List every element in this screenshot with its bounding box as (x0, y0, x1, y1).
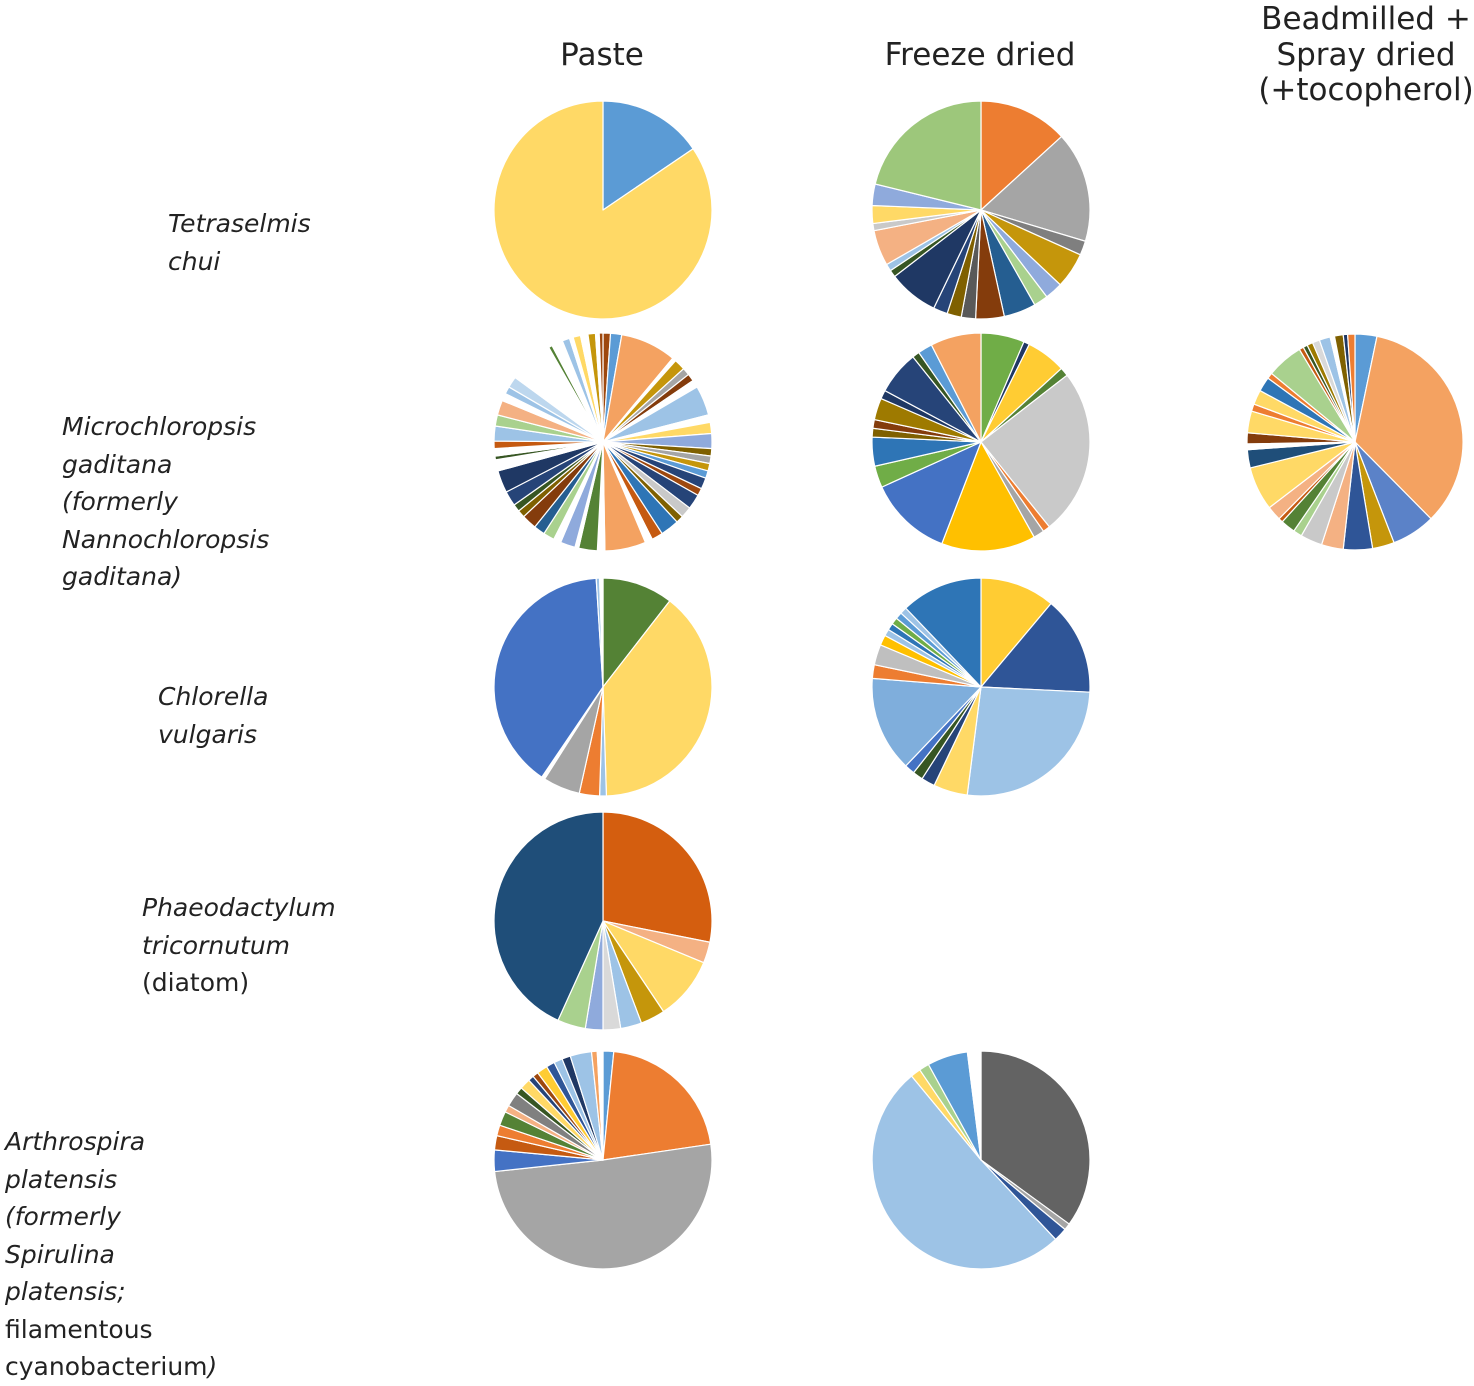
species-former-nannochloropsis: Nannochloropsis (62, 524, 270, 554)
pie-charts (493, 100, 1464, 1270)
pie-chlorella-vulgaris-freeze-dried-slice-2 (980, 602, 1091, 693)
column-header-spray-line-2: Spray dried (1276, 36, 1456, 73)
pie-phaeodactylum-tricornutum-paste-slice-9 (493, 811, 604, 1021)
pie-microchloropsis-gaditana-freeze-dried-slice-19 (930, 332, 982, 443)
species-former-prefix: (formerly (62, 487, 178, 516)
species-label-phaeodactylum: Phaeodactylum tricornutum (diatom) (142, 889, 336, 1002)
species-name-tricornutum: tricornutum (142, 930, 291, 960)
column-header-spray-line-3: (+tocopherol) (1258, 72, 1474, 109)
species-label-microchloropsis: Microchloropsis gaditana (formerly Nanno… (62, 408, 269, 596)
pie-arthrospira-platensis-freeze-dried-slice-1 (980, 1050, 1091, 1225)
pie-chlorella-vulgaris-freeze-dried-slice-3 (966, 686, 1091, 797)
pie-phaeodactylum-tricornutum-paste (493, 811, 713, 1031)
pie-microchloropsis-gaditana-paste-slice-64 (598, 332, 604, 443)
column-header-paste: Paste (560, 37, 644, 73)
species-name-microchloropsis: Microchloropsis gaditana (62, 412, 257, 479)
species-name-chlorella: Chlorella vulgaris (158, 682, 269, 749)
species-note-cyanobacterium: filamentous cyanobacterium (5, 1314, 208, 1382)
species-label-tetraselmis: Tetraselmis chui (168, 205, 311, 280)
species-former-prefix-2: (formerly (5, 1202, 121, 1231)
pie-chlorella-vulgaris-freeze-dried-slice-8 (871, 677, 982, 767)
pie-chlorella-vulgaris-paste-slice-2 (602, 600, 713, 797)
pie-tetraselmis-chui-paste-slice-2 (493, 100, 713, 320)
pie-chlorella-vulgaris-paste-slice-7 (493, 577, 604, 778)
pie-arthrospira-platensis-paste-slice-3 (494, 1143, 713, 1270)
pie-arthrospira-platensis-freeze-dried-slice-4 (871, 1075, 1057, 1270)
pie-microchloropsis-gaditana-freeze-dried-slice-9 (881, 441, 982, 545)
species-note-close-paren: ) (207, 1352, 218, 1381)
pie-chlorella-vulgaris-paste-slice-9 (598, 577, 604, 688)
pie-arthrospira-platensis-freeze-dried (871, 1050, 1091, 1270)
pie-microchloropsis-gaditana-freeze-dried-slice-8 (941, 441, 1035, 552)
pie-chlorella-vulgaris-paste-slice-1 (602, 577, 671, 688)
pie-phaeodactylum-tricornutum-paste-slice-1 (602, 811, 713, 943)
pie-tetraselmis-chui-paste-slice-1 (602, 100, 694, 211)
pie-microchloropsis-gaditana-beadmilled-spray-dried-tocopherol-slice-30 (1347, 333, 1356, 443)
pie-chlorella-vulgaris-paste (493, 577, 713, 797)
pie-chlorella-vulgaris-freeze-dried-slice-1 (980, 577, 1052, 688)
pie-arthrospira-platensis-paste-slice-2 (602, 1050, 712, 1161)
column-header-spray-line-1: Beadmilled + (1261, 1, 1471, 37)
pie-tetraselmis-chui-freeze-dried-slice-2 (980, 135, 1091, 242)
pie-arthrospira-platensis-paste (493, 1050, 713, 1270)
species-former-gaditana: gaditana) (62, 562, 183, 591)
pie-chlorella-vulgaris-freeze-dried-slice-17 (905, 577, 982, 688)
pie-tetraselmis-chui-freeze-dried (871, 100, 1091, 320)
pie-microchloropsis-gaditana-beadmilled-spray-dried-tocopherol-slice-2 (1354, 335, 1464, 520)
pie-microchloropsis-gaditana-beadmilled-spray-dried-tocopherol (1246, 333, 1464, 551)
species-note-diatom: (diatom) (142, 968, 250, 997)
pie-microchloropsis-gaditana-paste (493, 332, 713, 552)
pie-tetraselmis-chui-paste (493, 100, 713, 320)
pie-tetraselmis-chui-freeze-dried-slice-1 (980, 100, 1063, 211)
pie-chlorella-vulgaris-freeze-dried (871, 577, 1091, 797)
pie-microchloropsis-gaditana-freeze-dried-slice-5 (980, 374, 1091, 528)
column-header-freeze-dried: Freeze dried (884, 37, 1076, 73)
pie-arthrospira-platensis-freeze-dried-slice-8 (966, 1050, 982, 1161)
pie-arthrospira-platensis-paste-slice-20 (596, 1050, 604, 1161)
species-name-arthrospira: Arthrospira platensis (5, 1127, 146, 1194)
species-name-tetraselmis: Tetraselmis chui (168, 209, 311, 276)
column-header-spray-dried: Beadmilled + Spray dried (+tocopherol) (1258, 1, 1474, 109)
species-name-phaeodactylum: Phaeodactylum (142, 893, 336, 922)
species-label-chlorella: Chlorella vulgaris (158, 678, 268, 753)
pie-tetraselmis-chui-freeze-dried-slice-19 (874, 100, 982, 211)
pie-microchloropsis-gaditana-freeze-dried (871, 332, 1091, 552)
